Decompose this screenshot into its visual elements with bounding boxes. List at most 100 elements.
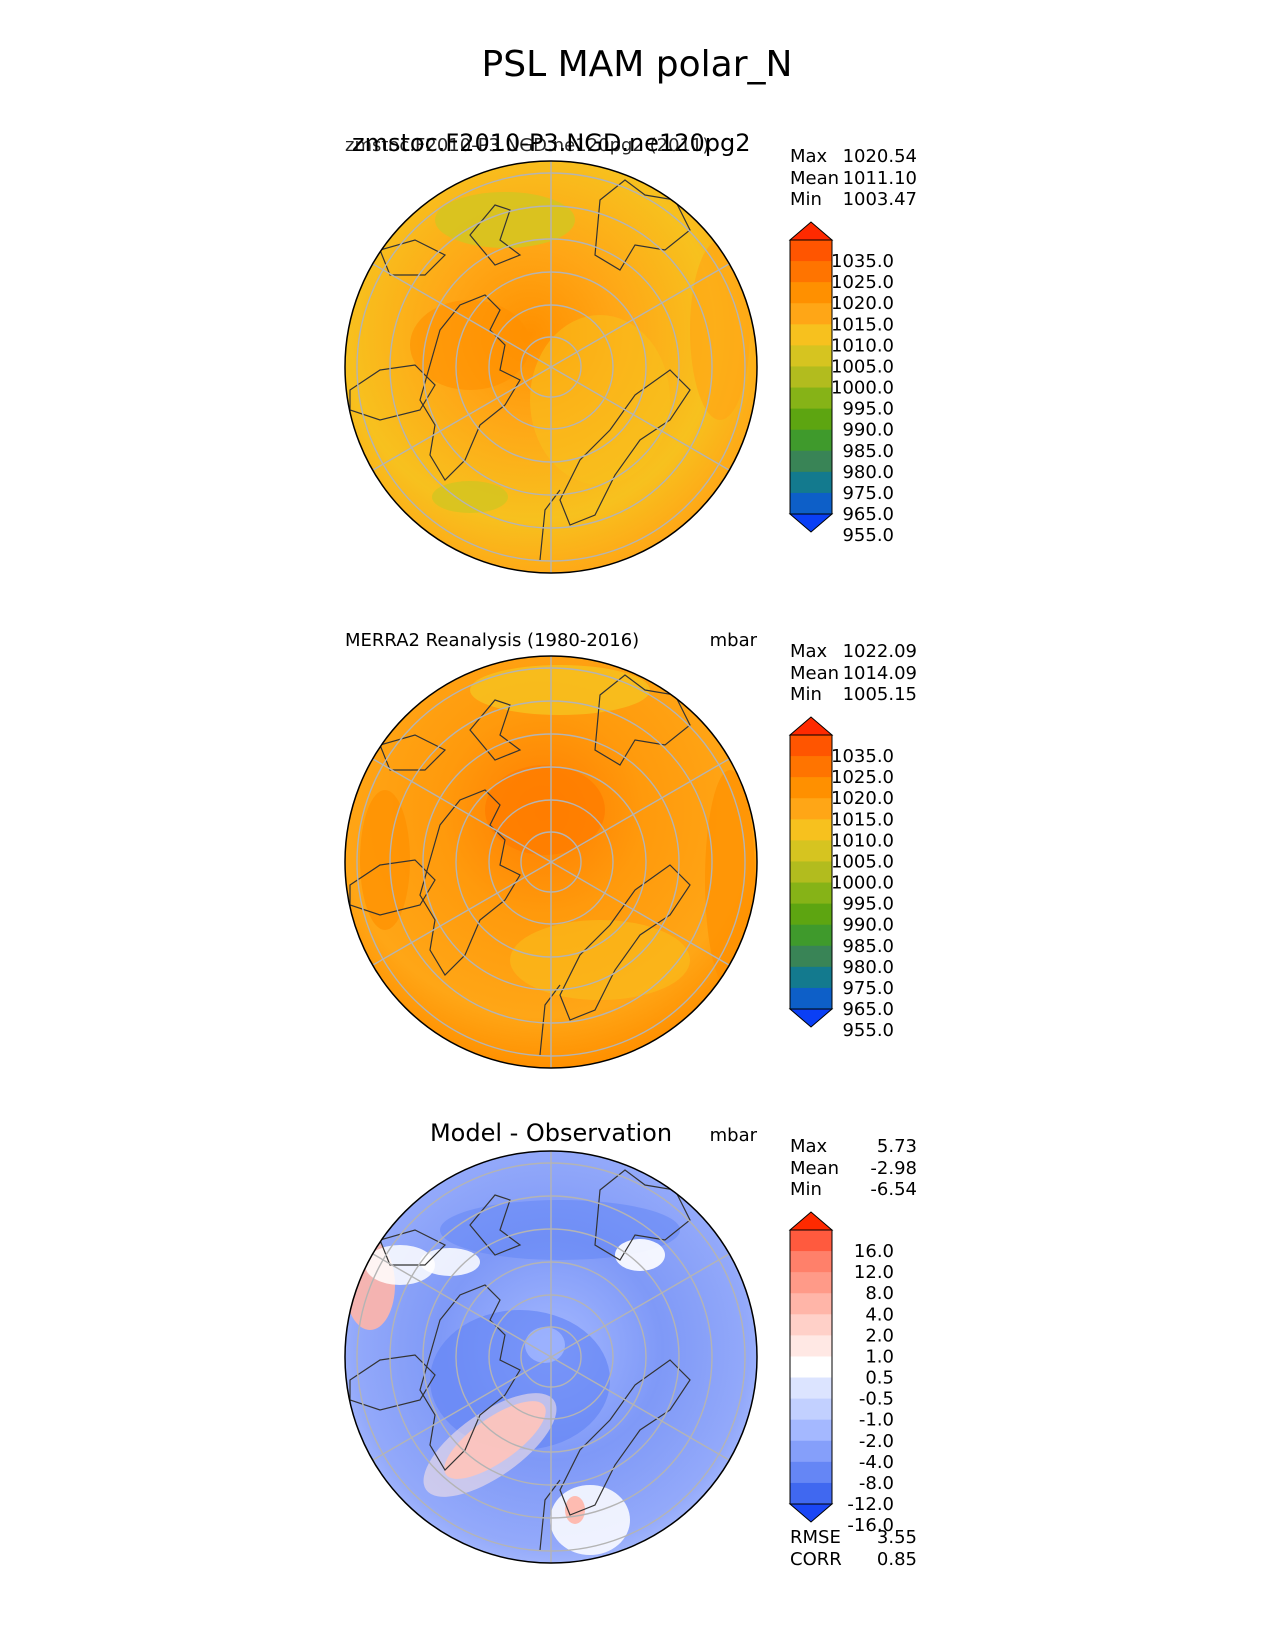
stat-mean-value: -2.98: [870, 1158, 917, 1179]
stat-mean-label: Mean: [790, 663, 839, 684]
colorbar-tick-label: 1025.0: [831, 272, 894, 293]
colorbar-segment: [790, 882, 832, 905]
colorbar-segment: [790, 1356, 832, 1379]
colorbar-segment: [790, 471, 832, 494]
colorbar-segment: [790, 1272, 832, 1294]
colorbar-extend-bottom: [788, 1008, 834, 1028]
colorbar-tick-label: 1020.0: [831, 788, 894, 809]
stat-max-value: 5.73: [877, 1136, 917, 1157]
colorbar-extend-bottom: [788, 513, 834, 533]
stat-min-value: 1005.15: [843, 684, 917, 705]
colorbar-segment: [790, 903, 832, 926]
panel-obs: MERRA2 Reanalysis (1980-2016) mbar: [344, 630, 917, 1069]
colorbar-segment: [790, 408, 832, 431]
panel-obs-units: mbar: [710, 630, 758, 651]
rmse-label: RMSE: [790, 1527, 841, 1548]
colorbar-segment: [790, 1419, 832, 1442]
stat-min-label: Min: [790, 1179, 822, 1200]
colorbar-tick-label: 1025.0: [831, 767, 894, 788]
colorbar-tick-label: 980.0: [842, 957, 894, 978]
panel-model-title-overlap: zmstoc.F2010-P3.NGD.ne120pg2 (2011): [345, 135, 709, 156]
colorbar-segment: [790, 387, 832, 410]
colorbar: 16.012.08.04.02.01.00.5-0.5-1.0-2.0-4.0-…: [788, 1211, 894, 1536]
colorbar-segment: [790, 240, 832, 262]
colorbar-tick-label: 1035.0: [831, 251, 894, 272]
colorbar-tick-label: 1000.0: [831, 378, 894, 399]
colorbar-tick-label: 0.5: [865, 1368, 894, 1389]
colorbar-extend-top: [788, 716, 834, 736]
colorbar-segment: [790, 924, 832, 947]
panel-diff-title: Model - Observation: [430, 1119, 672, 1147]
colorbar-tick-label: 995.0: [842, 894, 894, 915]
colorbar-tick-label: -12.0: [847, 1494, 894, 1515]
map-boundary: [344, 1150, 758, 1564]
colorbar-segment: [790, 1251, 832, 1273]
panel-obs-title: MERRA2 Reanalysis (1980-2016): [345, 630, 639, 651]
stat-mean-value: 1014.09: [843, 663, 917, 684]
colorbar-segment: [790, 345, 832, 367]
colorbar-segment: [790, 1461, 832, 1484]
panel-diff-grid: [356, 1151, 746, 1563]
colorbar-extend-bottom: [788, 1503, 834, 1523]
colorbar-tick-label: 1005.0: [831, 851, 894, 872]
colorbar-tick-label: 8.0: [865, 1283, 894, 1304]
colorbar-tick-label: 1005.0: [831, 356, 894, 377]
colorbar-tick-label: -0.5: [859, 1389, 894, 1410]
colorbar: 1035.01025.01020.01015.01010.01005.01000…: [788, 221, 894, 546]
panel-diff-units: mbar: [710, 1125, 758, 1146]
colorbar-tick-label: 1015.0: [831, 314, 894, 335]
colorbar-segment: [790, 282, 832, 304]
colorbar-outline: [789, 1229, 833, 1505]
colorbar-tick-label: 1035.0: [831, 746, 894, 767]
colorbar-segment: [790, 840, 832, 862]
colorbar-tick-label: -2.0: [859, 1431, 894, 1452]
stat-min-label: Min: [790, 684, 822, 705]
stat-max-value: 1022.09: [843, 641, 917, 662]
colorbar-segment: [790, 492, 832, 515]
stat-max-value: 1020.54: [843, 146, 917, 167]
contour-1020-region: [485, 765, 605, 855]
colorbar-segment: [790, 324, 832, 346]
colorbar-tick-label: 975.0: [842, 483, 894, 504]
panel-diff-coastlines: [349, 1169, 691, 1551]
colorbar-tick-label: 985.0: [842, 936, 894, 957]
colorbar-tick-label: -1.0: [859, 1410, 894, 1431]
colorbar-segment: [790, 735, 832, 757]
colorbar-segment: [790, 450, 832, 473]
stat-max-label: Max: [790, 641, 828, 662]
stat-min-value: -6.54: [870, 1179, 917, 1200]
corr-value: 0.85: [877, 1549, 917, 1570]
colorbar-extend-top: [788, 1211, 834, 1231]
colorbar-tick-label: -4.0: [859, 1452, 894, 1473]
colorbar-segment: [790, 261, 832, 283]
colorbar-segment: [790, 1377, 832, 1400]
panel-obs-grid: [356, 656, 746, 1068]
colorbar-tick-label: 1020.0: [831, 293, 894, 314]
colorbar-tick-label: 1010.0: [831, 830, 894, 851]
colorbar-tick-label: 1.0: [865, 1346, 894, 1367]
colorbar-tick-label: 985.0: [842, 441, 894, 462]
colorbar-segment: [790, 429, 832, 452]
stat-mean-value: 1011.10: [843, 168, 917, 189]
panel-model-title: zmstoc.F2010-P3.NGD.ne120pg2: [352, 129, 751, 157]
colorbar-tick-label: -8.0: [859, 1473, 894, 1494]
colorbar-segment: [790, 1482, 832, 1505]
colorbar-segment: [790, 1293, 832, 1315]
colorbar-tick-label: 1010.0: [831, 335, 894, 356]
colorbar-tick-label: 965.0: [842, 504, 894, 525]
colorbar-tick-label: 995.0: [842, 399, 894, 420]
contour-1010-region: [530, 315, 670, 485]
colorbar-tick-label: 975.0: [842, 978, 894, 999]
colorbar-segment: [790, 819, 832, 841]
colorbar-tick-label: 965.0: [842, 999, 894, 1020]
panel-obs-coastlines: [349, 674, 691, 1056]
colorbar-segment: [790, 1314, 832, 1336]
colorbar-segment: [790, 945, 832, 968]
figure-title: PSL MAM polar_N: [482, 44, 793, 85]
stat-min-value: 1003.47: [843, 189, 917, 210]
colorbar: 1035.01025.01020.01015.01010.01005.01000…: [788, 716, 894, 1041]
colorbar-segment: [790, 1398, 832, 1421]
colorbar-segment: [790, 1230, 832, 1252]
colorbar-tick-label: 990.0: [842, 915, 894, 936]
